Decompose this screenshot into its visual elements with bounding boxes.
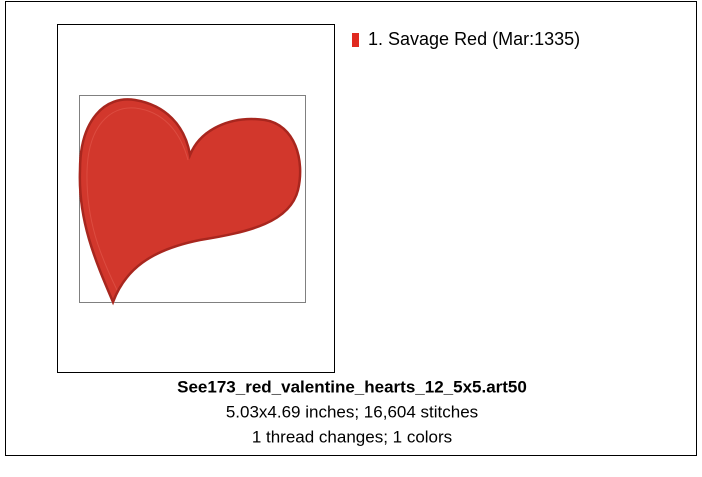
thread-label: 1. Savage Red (Mar:1335) [368,29,580,49]
page: 1. Savage Red (Mar:1335) See173_red_vale… [0,0,702,477]
design-summary: 1 thread changes; 1 colors [252,427,452,446]
thread-swatch [352,33,359,47]
file-name: See173_red_valentine_hearts_12_5x5.art50 [177,377,527,396]
thread-list: 1. Savage Red (Mar:1335) [352,29,580,49]
design-details: 5.03x4.69 inches; 16,604 stitches [226,402,478,421]
design-sheet: 1. Savage Red (Mar:1335) See173_red_vale… [0,0,702,477]
